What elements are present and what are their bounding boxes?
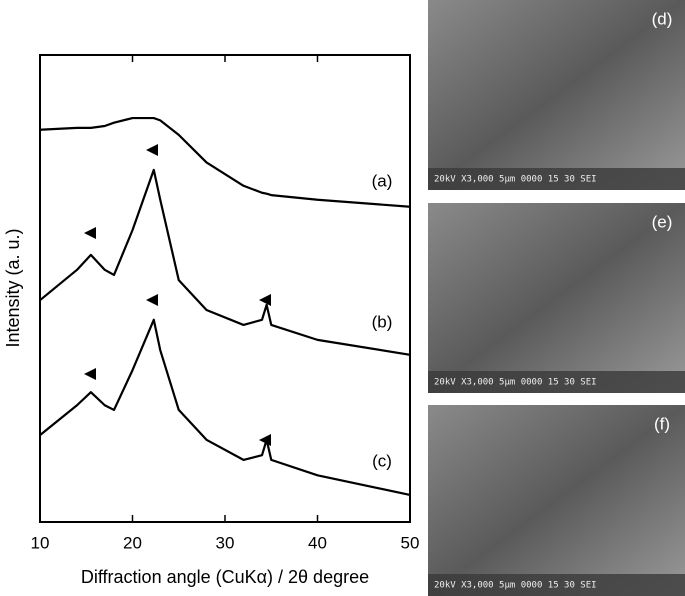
series-label: (c) <box>372 451 392 470</box>
x-axis-label: Diffraction angle (CuKα) / 2θ degree <box>81 567 369 587</box>
x-tick-label: 10 <box>31 533 50 552</box>
peak-marker <box>146 294 158 306</box>
sem-caption: 20kV X3,000 5μm 0000 15 30 SEI <box>434 175 597 185</box>
peak-markers <box>84 144 271 446</box>
x-tick-label: 30 <box>216 533 235 552</box>
x-tick-label: 40 <box>308 533 327 552</box>
sem-image <box>428 405 685 596</box>
peak-marker <box>84 227 96 239</box>
series-label: (b) <box>372 312 393 331</box>
sem-images: 20kV X3,000 5μm 0000 15 30 SEI (d) 20kV X3… <box>428 0 685 596</box>
sem-image <box>428 0 685 190</box>
series-label: (a) <box>372 171 393 190</box>
peak-marker <box>84 368 96 380</box>
sem-info-bar <box>428 574 685 596</box>
xrd-curve <box>39 318 411 496</box>
xrd-curve <box>39 168 411 356</box>
peak-marker <box>259 294 271 306</box>
sem-info-bar <box>428 168 685 190</box>
sem-image <box>428 203 685 393</box>
x-tick-label: 20 <box>123 533 142 552</box>
series-labels: (a) (b) (c) <box>372 171 393 470</box>
plot-frame <box>39 54 411 523</box>
panel-label: (e) <box>652 212 673 231</box>
peak-marker <box>146 144 158 156</box>
sem-info-bar <box>428 371 685 393</box>
panel-label: (d) <box>652 9 673 28</box>
y-axis-label: Intensity (a. u.) <box>3 228 23 347</box>
xrd-curve <box>39 116 411 208</box>
sem-caption: 20kV X3,000 5μm 0000 15 30 SEI <box>434 581 597 591</box>
x-tick-label: 50 <box>401 533 420 552</box>
panel-label: (f) <box>654 414 670 433</box>
sem-caption: 20kV X3,000 5μm 0000 15 30 SEI <box>434 378 597 388</box>
